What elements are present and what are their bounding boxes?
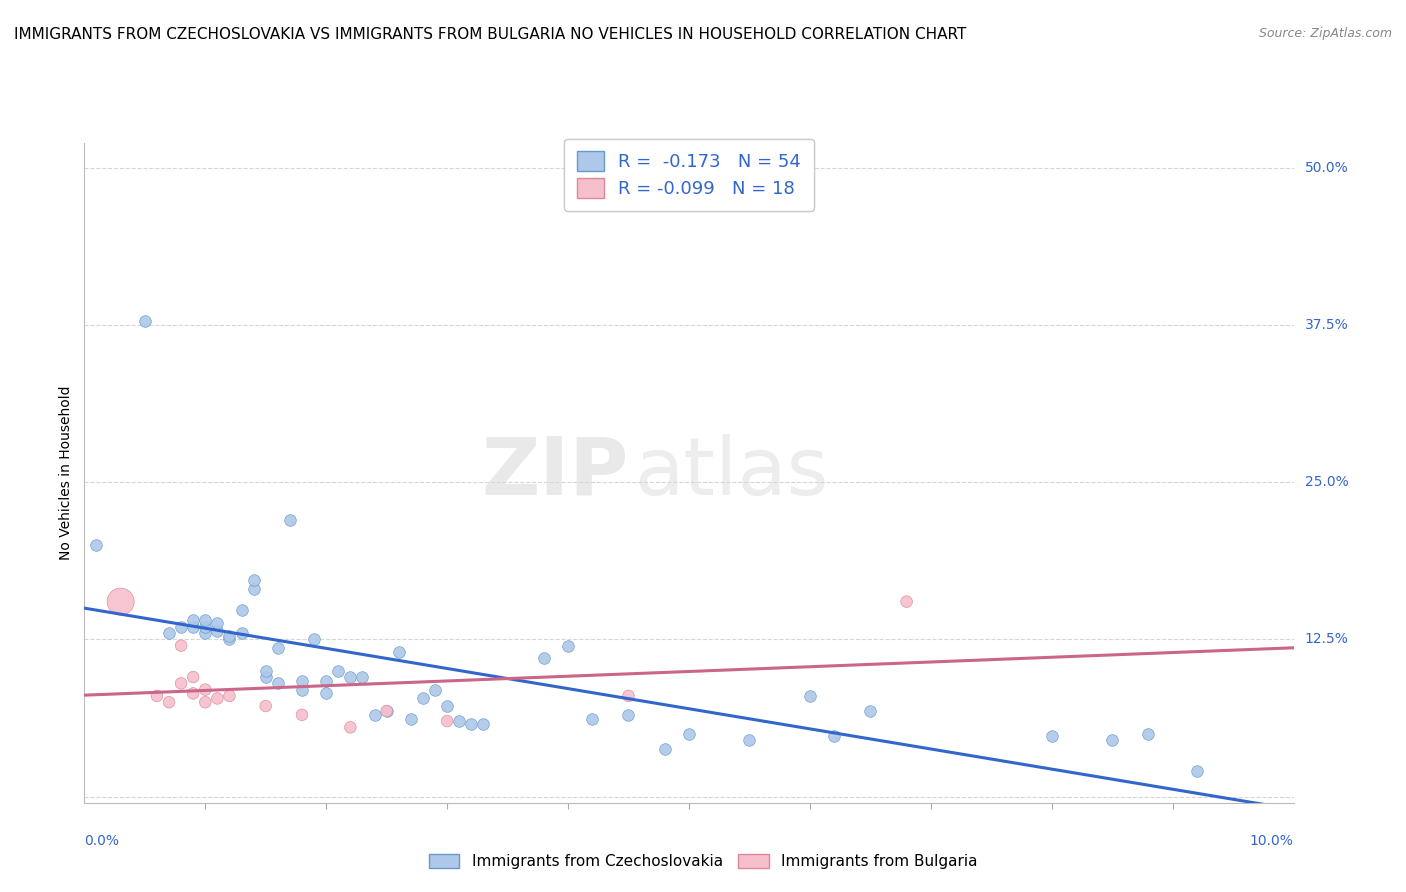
Point bbox=[254, 664, 277, 678]
Point bbox=[339, 670, 361, 684]
Point bbox=[194, 614, 217, 628]
Point bbox=[859, 704, 882, 718]
Point bbox=[181, 620, 204, 634]
Text: 10.0%: 10.0% bbox=[1250, 834, 1294, 848]
Point bbox=[799, 689, 821, 703]
Point bbox=[157, 626, 180, 640]
Legend: Immigrants from Czechoslovakia, Immigrants from Bulgaria: Immigrants from Czechoslovakia, Immigran… bbox=[423, 848, 983, 875]
Point bbox=[388, 645, 411, 659]
Text: 25.0%: 25.0% bbox=[1305, 475, 1348, 489]
Text: 37.5%: 37.5% bbox=[1305, 318, 1348, 332]
Point bbox=[315, 673, 337, 688]
Point bbox=[231, 603, 253, 617]
Point bbox=[581, 712, 603, 726]
Point bbox=[194, 695, 217, 709]
Point bbox=[170, 676, 193, 690]
Point bbox=[254, 698, 277, 713]
Point bbox=[1040, 729, 1063, 743]
Point bbox=[134, 314, 156, 328]
Point bbox=[328, 664, 350, 678]
Point bbox=[207, 691, 229, 706]
Point bbox=[472, 716, 495, 731]
Point bbox=[207, 624, 229, 638]
Point bbox=[896, 594, 918, 608]
Point bbox=[460, 716, 482, 731]
Point bbox=[86, 538, 108, 552]
Text: 0.0%: 0.0% bbox=[84, 834, 120, 848]
Point bbox=[436, 698, 458, 713]
Point bbox=[363, 707, 385, 722]
Point bbox=[170, 639, 193, 653]
Point bbox=[449, 714, 471, 728]
Point bbox=[533, 651, 555, 665]
Y-axis label: No Vehicles in Household: No Vehicles in Household bbox=[59, 385, 73, 560]
Point bbox=[267, 641, 290, 656]
Point bbox=[181, 686, 204, 700]
Point bbox=[194, 682, 217, 697]
Text: ZIP: ZIP bbox=[481, 434, 628, 512]
Point bbox=[242, 582, 264, 596]
Point bbox=[157, 695, 180, 709]
Point bbox=[207, 615, 229, 630]
Point bbox=[170, 620, 193, 634]
Point bbox=[231, 626, 253, 640]
Text: IMMIGRANTS FROM CZECHOSLOVAKIA VS IMMIGRANTS FROM BULGARIA NO VEHICLES IN HOUSEH: IMMIGRANTS FROM CZECHOSLOVAKIA VS IMMIGR… bbox=[14, 27, 966, 42]
Point bbox=[242, 574, 264, 588]
Point bbox=[738, 733, 761, 747]
Point bbox=[278, 513, 301, 527]
Text: 50.0%: 50.0% bbox=[1305, 161, 1348, 175]
Point bbox=[194, 626, 217, 640]
Point bbox=[1185, 764, 1208, 779]
Point bbox=[1137, 726, 1160, 740]
Point bbox=[617, 689, 640, 703]
Point bbox=[399, 712, 422, 726]
Point bbox=[617, 707, 640, 722]
Point bbox=[412, 691, 434, 706]
Point bbox=[315, 686, 337, 700]
Point bbox=[291, 707, 314, 722]
Point bbox=[181, 614, 204, 628]
Point bbox=[1101, 733, 1123, 747]
Legend: R =  -0.173   N = 54, R = -0.099   N = 18: R = -0.173 N = 54, R = -0.099 N = 18 bbox=[564, 138, 814, 211]
Point bbox=[146, 689, 169, 703]
Point bbox=[339, 720, 361, 734]
Point bbox=[823, 729, 845, 743]
Text: atlas: atlas bbox=[634, 434, 830, 512]
Text: Source: ZipAtlas.com: Source: ZipAtlas.com bbox=[1258, 27, 1392, 40]
Point bbox=[423, 682, 446, 697]
Point bbox=[254, 670, 277, 684]
Point bbox=[375, 704, 398, 718]
Point bbox=[291, 673, 314, 688]
Text: 12.5%: 12.5% bbox=[1305, 632, 1348, 647]
Point bbox=[218, 689, 240, 703]
Point bbox=[557, 639, 579, 653]
Point bbox=[352, 670, 374, 684]
Point bbox=[302, 632, 325, 647]
Point bbox=[678, 726, 700, 740]
Point bbox=[181, 670, 204, 684]
Point bbox=[375, 704, 398, 718]
Point bbox=[194, 620, 217, 634]
Point bbox=[436, 714, 458, 728]
Point bbox=[291, 682, 314, 697]
Point bbox=[218, 629, 240, 643]
Point bbox=[654, 741, 676, 756]
Point bbox=[110, 594, 132, 608]
Point bbox=[218, 632, 240, 647]
Point bbox=[267, 676, 290, 690]
